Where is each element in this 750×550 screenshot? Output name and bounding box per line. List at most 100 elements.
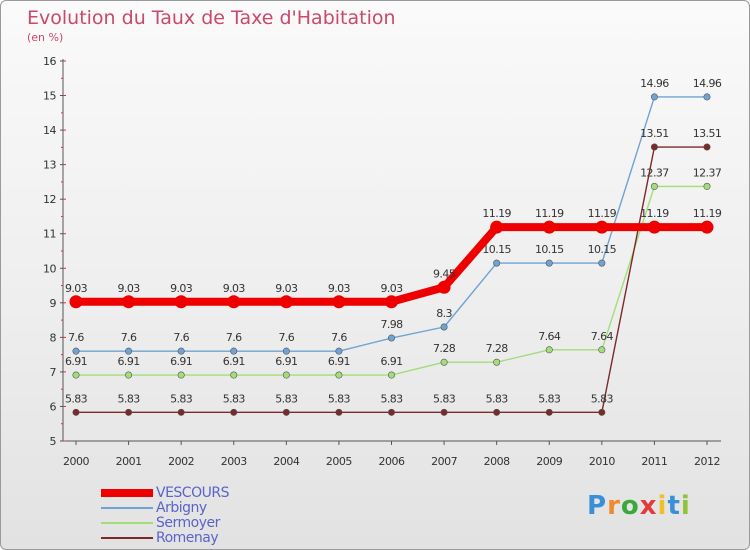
y-tick-label: 9 (50, 297, 57, 310)
legend-swatch (101, 489, 153, 497)
data-point (598, 408, 606, 416)
data-point (387, 408, 395, 416)
data-label: 5.83 (591, 392, 614, 405)
data-point (335, 347, 343, 355)
proxiti-logo: Proxiti (587, 491, 691, 521)
data-label: 7.6 (226, 331, 242, 344)
data-label: 9.03 (170, 282, 193, 295)
data-point (440, 323, 448, 331)
data-label: 14.96 (693, 77, 722, 90)
data-label: 8.3 (436, 307, 452, 320)
data-label: 7.64 (538, 330, 561, 343)
data-label: 10.15 (535, 243, 564, 256)
legend-swatch (101, 522, 153, 524)
data-label: 5.83 (433, 392, 456, 405)
data-label: 11.19 (535, 207, 564, 220)
data-label: 6.91 (65, 355, 87, 368)
data-point (598, 259, 606, 267)
data-label: 9.45 (433, 267, 456, 280)
data-label: 5.83 (538, 392, 561, 405)
data-label: 13.51 (693, 127, 722, 140)
data-point (125, 371, 133, 379)
data-point (332, 295, 346, 309)
data-label: 5.83 (65, 392, 88, 405)
data-label: 9.03 (380, 282, 403, 295)
data-label: 5.83 (170, 392, 193, 405)
x-tick-label: 2011 (641, 455, 667, 468)
logo-letter: o (620, 491, 640, 521)
data-point (647, 220, 661, 234)
data-label: 7.6 (121, 331, 137, 344)
x-tick-label: 2002 (168, 455, 194, 468)
data-point (650, 93, 658, 101)
data-label: 11.19 (640, 207, 669, 220)
data-point (700, 220, 714, 234)
legend-label: Sermoyer (156, 515, 220, 531)
data-label: 5.83 (118, 392, 141, 405)
y-tick-label: 14 (43, 124, 56, 137)
data-label: 9.03 (118, 282, 141, 295)
data-point (387, 334, 395, 342)
data-label: 11.19 (693, 207, 722, 220)
logo-letter: i (657, 491, 668, 521)
data-label: 10.15 (482, 243, 511, 256)
x-tick-label: 2009 (536, 455, 562, 468)
data-point (230, 371, 238, 379)
logo-letter: x (639, 491, 658, 521)
data-label: 12.37 (693, 166, 722, 179)
data-label: 6.91 (170, 355, 192, 368)
data-point (650, 143, 658, 151)
data-point (69, 295, 83, 309)
data-label: 5.83 (380, 392, 403, 405)
y-tick-label: 15 (43, 90, 56, 103)
y-tick-label: 7 (50, 366, 57, 379)
data-point (227, 295, 241, 309)
y-tick-label: 12 (43, 193, 56, 206)
data-point (493, 259, 501, 267)
data-point (282, 347, 290, 355)
x-tick-label: 2003 (221, 455, 247, 468)
data-point (122, 295, 136, 309)
data-label: 7.64 (591, 330, 614, 343)
data-point (177, 408, 185, 416)
x-tick-label: 2005 (326, 455, 352, 468)
data-label: 7.6 (278, 331, 294, 344)
data-point (335, 408, 343, 416)
data-label: 7.6 (173, 331, 189, 344)
data-point (598, 346, 606, 354)
data-label: 11.19 (482, 207, 511, 220)
y-tick-label: 6 (50, 400, 57, 413)
data-point (545, 259, 553, 267)
data-point (282, 408, 290, 416)
chart-subtitle: (en %) (27, 31, 64, 44)
data-point (279, 295, 293, 309)
data-point (493, 408, 501, 416)
data-point (335, 371, 343, 379)
data-label: 9.03 (275, 282, 298, 295)
legend-swatch (101, 507, 153, 509)
data-label: 7.28 (486, 342, 509, 355)
data-point (440, 358, 448, 366)
logo-letter: t (667, 491, 681, 521)
data-label: 14.96 (640, 77, 669, 90)
data-point (545, 408, 553, 416)
y-tick-label: 13 (43, 159, 56, 172)
data-label: 7.6 (331, 331, 347, 344)
data-label: 6.91 (118, 355, 140, 368)
data-point (177, 347, 185, 355)
data-label: 5.83 (223, 392, 246, 405)
data-label: 5.83 (275, 392, 298, 405)
data-label: 10.15 (588, 243, 617, 256)
data-label: 7.6 (68, 331, 84, 344)
legend-label: VESCOURS (156, 485, 229, 501)
data-point (650, 182, 658, 190)
x-tick-label: 2001 (116, 455, 142, 468)
data-point (230, 408, 238, 416)
x-tick-label: 2006 (379, 455, 405, 468)
data-point (490, 220, 504, 234)
data-label: 5.83 (486, 392, 509, 405)
data-point (387, 371, 395, 379)
data-label: 6.91 (328, 355, 350, 368)
legend-swatch (101, 537, 153, 539)
